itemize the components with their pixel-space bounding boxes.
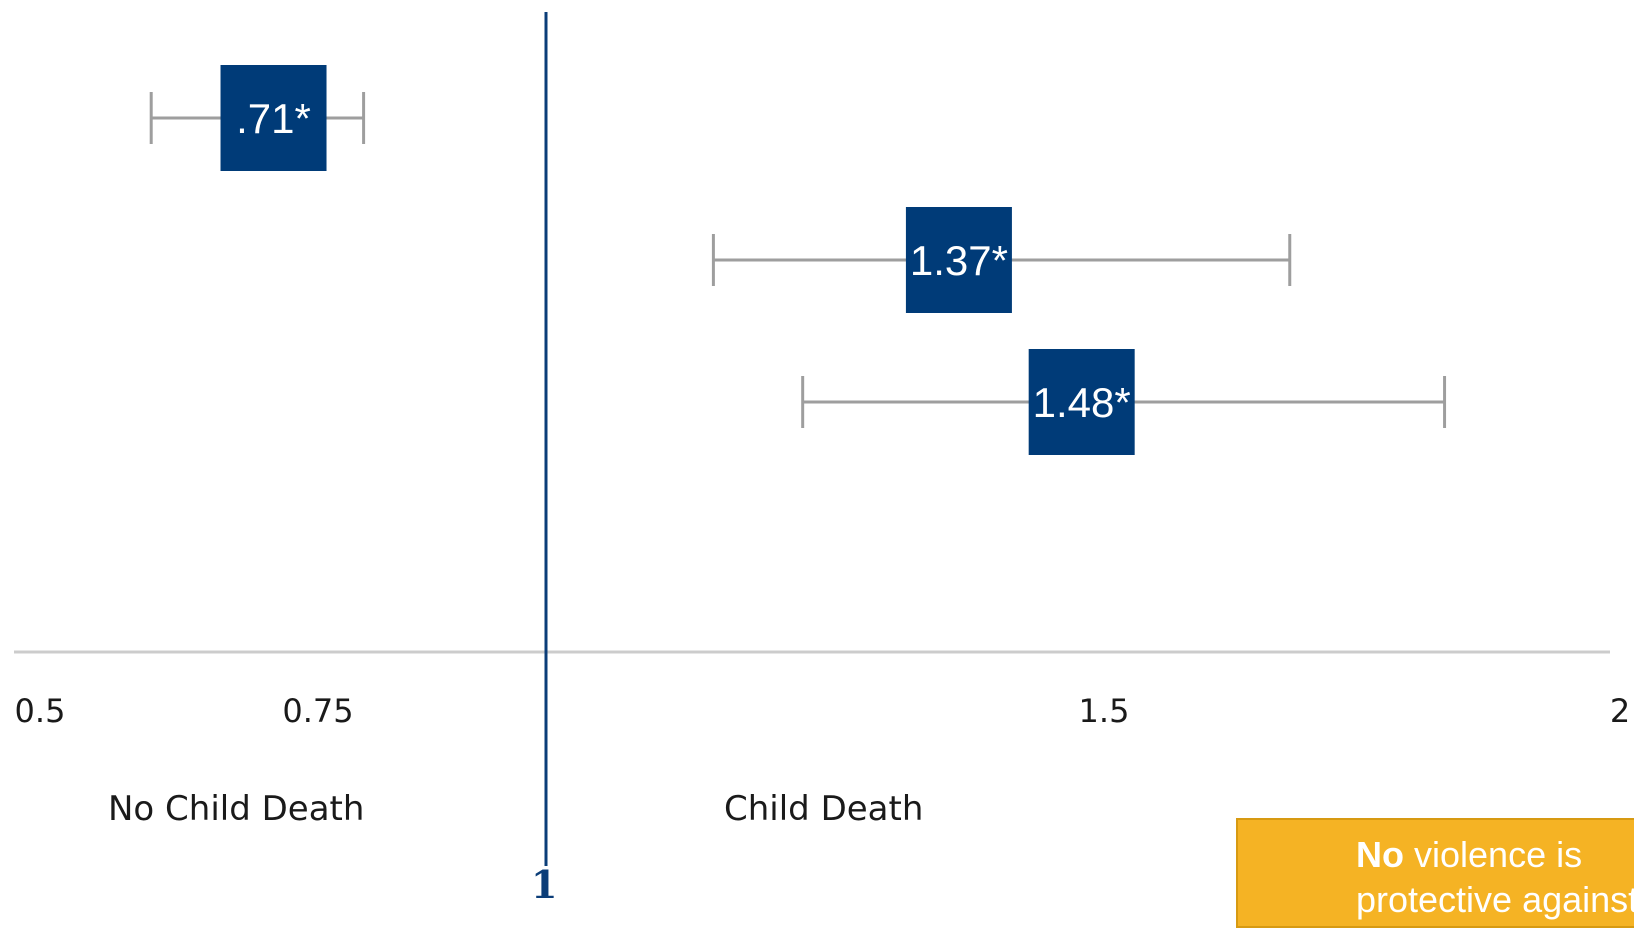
x-tick-label: 0.75 [282,692,353,730]
point-label: 1.37* [910,237,1008,284]
x-tick-label: 2 [1610,692,1630,730]
region-label-left: No Child Death [108,789,364,829]
forest-plot: .71* 1.37* 1.48* 0.5 0.75 1.5 2 No Child Deat… [14,12,1631,903]
callout-text-line2: protective against [1356,879,1634,920]
point-markers: .71* 1.37* 1.48* [220,65,1135,455]
callout-bold-text: No [1356,834,1404,875]
callout-box: No violence is protective against [1236,818,1634,928]
point-marker [1028,349,1135,455]
x-tick-label: 0.5 [15,692,66,730]
point-label: .71* [236,95,311,142]
region-label-right: Child Death [724,789,923,829]
confidence-intervals [149,92,1447,428]
x-tick-labels: 0.5 0.75 1.5 2 [15,692,1631,730]
x-tick-label: 1.5 [1079,692,1130,730]
reference-line-label: 1 [531,862,557,903]
point-marker [905,207,1012,313]
callout-text: violence is [1414,834,1583,875]
point-marker [220,65,327,171]
point-label: 1.48* [1033,379,1131,426]
